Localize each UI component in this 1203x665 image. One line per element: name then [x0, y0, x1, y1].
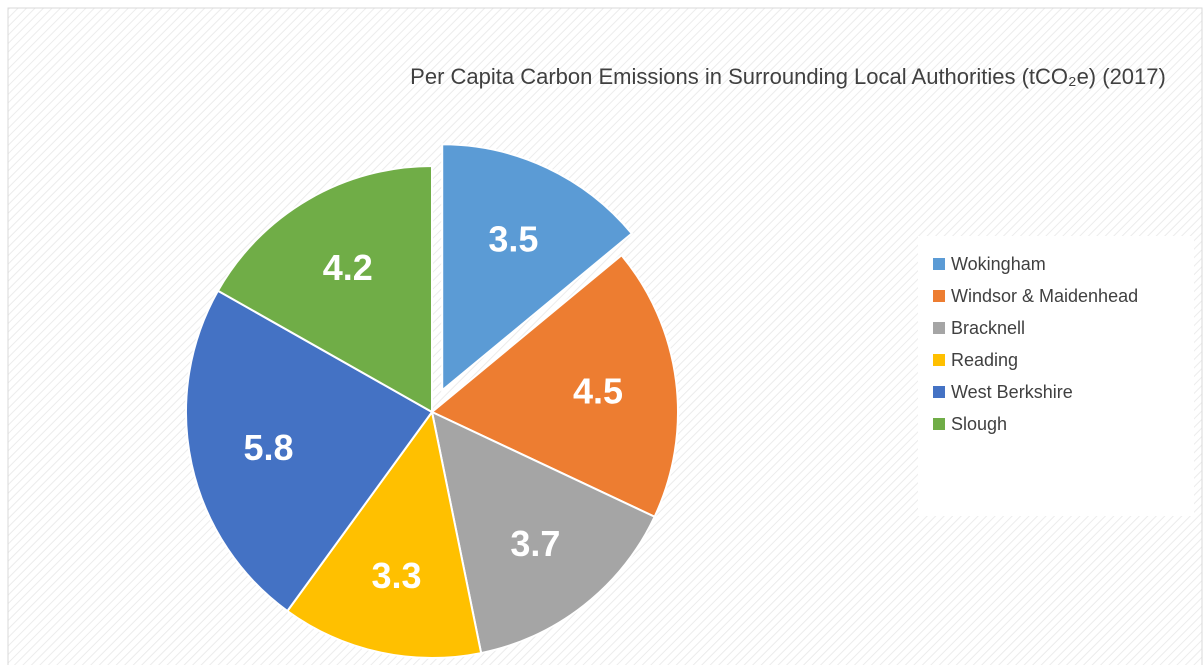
- pie-slice: [216, 164, 433, 414]
- pie-slice: [430, 410, 656, 655]
- legend-swatch: [933, 354, 945, 366]
- pie-slice: [430, 253, 679, 519]
- data-label: 5.8: [243, 427, 293, 468]
- legend-label: Reading: [951, 350, 1018, 370]
- data-label: 3.7: [510, 523, 560, 564]
- legend-label: Windsor & Maidenhead: [951, 286, 1138, 306]
- pie-slice: [286, 409, 483, 659]
- legend-box: [918, 236, 1194, 516]
- pie-slice: [185, 289, 434, 613]
- legend-label: West Berkshire: [951, 382, 1073, 402]
- data-label: 3.5: [488, 218, 538, 259]
- pie-slice: [441, 143, 634, 393]
- legend-swatch: [933, 258, 945, 270]
- legend-swatch: [933, 418, 945, 430]
- data-label: 3.3: [372, 555, 422, 596]
- legend-swatch: [933, 322, 945, 334]
- legend-label: Bracknell: [951, 318, 1025, 338]
- legend-label: Wokingham: [951, 254, 1046, 274]
- chart-title: Per Capita Carbon Emissions in Surroundi…: [410, 64, 1166, 89]
- data-label: 4.5: [573, 371, 623, 412]
- data-label: 4.2: [323, 247, 373, 288]
- legend-swatch: [933, 290, 945, 302]
- legend-label: Slough: [951, 414, 1007, 434]
- legend-swatch: [933, 386, 945, 398]
